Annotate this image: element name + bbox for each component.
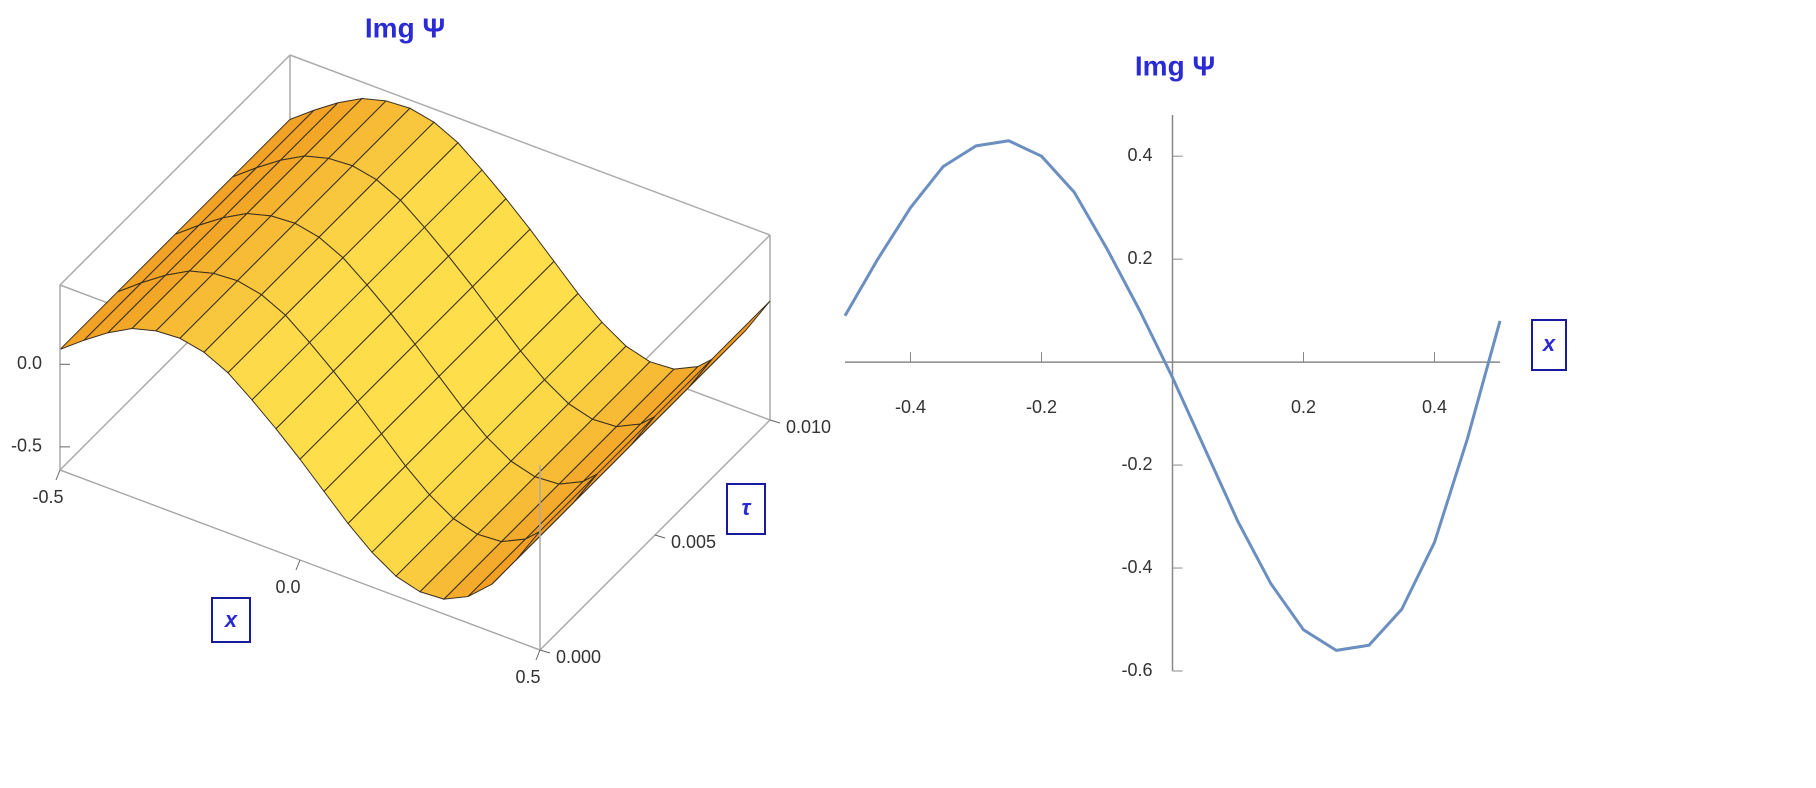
y-tick-label: -0.2 [1121,454,1152,474]
surface-y-label: τ [742,495,752,520]
x-tick-label: 0.4 [1422,397,1447,417]
surface-patch [515,473,598,561]
y-tick-label: 0.010 [786,417,831,437]
x-label-box [211,597,251,643]
y-tick-label: 0.005 [671,532,716,552]
tau-label-box [726,483,766,535]
x-tick-label: 0.5 [515,667,540,687]
x-tick-label: -0.5 [32,487,63,507]
y-tick-label: -0.4 [1121,557,1152,577]
z-tick-label: 0.0 [17,353,42,373]
y-tick-label: 0.4 [1127,145,1152,165]
z-tick-label: -0.5 [11,436,42,456]
x-tick-label: 0.0 [275,577,300,597]
x-tick [55,469,61,481]
x-tick-label: -0.4 [895,397,926,417]
surface-title: Img Ψ [365,12,445,43]
y-tick [769,419,781,424]
line-x-label: x [1542,331,1556,356]
surface-x-label: x [224,607,238,632]
y-tick-label: -0.6 [1121,660,1152,680]
surface-patch [688,300,771,388]
x-tick-label: 0.2 [1291,397,1316,417]
x-tick [535,649,541,661]
y-tick [539,649,551,654]
y-tick [654,534,666,539]
line-series [843,139,1502,652]
x-label-box [1531,319,1567,371]
x-tick-label: -0.2 [1026,397,1057,417]
box-edge [59,54,291,286]
y-tick-label: 0.2 [1127,248,1152,268]
line-title: Img Ψ [1135,50,1215,81]
y-tick-label: 0.000 [556,647,601,667]
box-edge [289,54,771,236]
x-tick [295,559,301,571]
